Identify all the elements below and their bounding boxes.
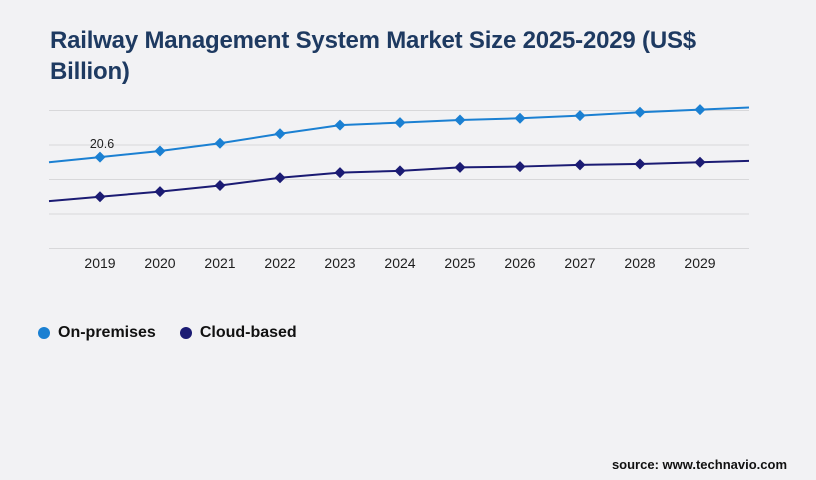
- svg-text:2020: 2020: [144, 255, 175, 271]
- svg-text:2027: 2027: [564, 255, 595, 271]
- svg-text:2023: 2023: [324, 255, 355, 271]
- legend-label: Cloud-based: [199, 324, 297, 341]
- legend-label: On-premises: [58, 324, 156, 341]
- svg-text:2022: 2022: [264, 255, 295, 271]
- cloud-based-swatch-icon: [179, 327, 192, 339]
- svg-text:2024: 2024: [384, 255, 415, 271]
- chart-legend: On-premises Cloud-based: [38, 324, 297, 342]
- svg-text:2019: 2019: [84, 255, 115, 271]
- legend-item-on-premises[interactable]: On-premises: [38, 324, 156, 342]
- page-title: Railway Management System Market Size 20…: [50, 27, 696, 86]
- svg-text:20.6: 20.6: [90, 137, 114, 151]
- svg-text:2026: 2026: [504, 255, 535, 271]
- svg-text:2025: 2025: [444, 255, 475, 271]
- svg-text:2021: 2021: [204, 255, 235, 271]
- source-link[interactable]: source: www.technavio.com: [611, 457, 787, 472]
- legend-item-cloud-based[interactable]: Cloud-based: [179, 324, 297, 342]
- svg-text:2029: 2029: [684, 255, 715, 271]
- market-line-chart: 2019 2020 2021 2022 2023 2024 2025 2026 2027 2028…: [48, 104, 750, 271]
- svg-text:2028: 2028: [624, 255, 655, 271]
- on-premises-swatch-icon: [38, 327, 50, 339]
